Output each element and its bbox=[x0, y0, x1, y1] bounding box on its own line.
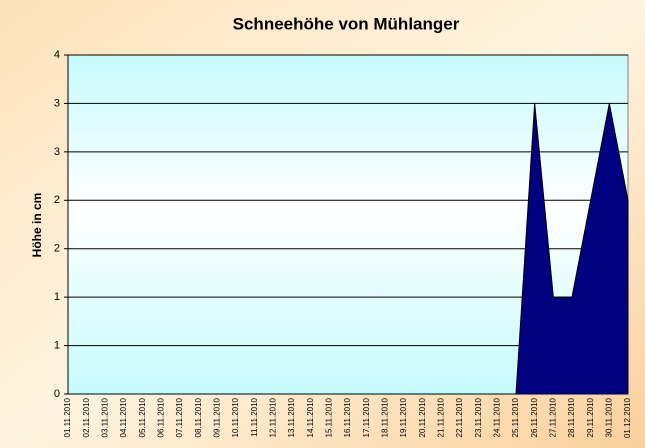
chart-layer: 0 1 1 2 2 3 3 4 01.11.2010 02.11.2010 03.11.2010 04… bbox=[54, 49, 632, 438]
chart-title: Schneehöhe von Mühlanger bbox=[233, 14, 460, 33]
y-tick-label: 2 bbox=[54, 194, 60, 206]
x-tick-label: 20.11.2010 bbox=[418, 397, 427, 437]
x-tick-label: 13.11.2010 bbox=[287, 397, 296, 437]
x-tick-label: 16.11.2010 bbox=[343, 397, 352, 437]
y-tick-label: 1 bbox=[54, 339, 60, 351]
y-tick-label: 0 bbox=[54, 388, 60, 400]
x-tick-label: 12.11.2010 bbox=[268, 397, 277, 437]
x-tick-label: 21.11.2010 bbox=[436, 397, 445, 437]
x-tick-label: 06.11.2010 bbox=[156, 397, 165, 437]
x-tick-label: 04.11.2010 bbox=[119, 397, 128, 437]
x-tick-label: 30.11.2010 bbox=[604, 397, 613, 437]
x-tick-label: 22.11.2010 bbox=[455, 397, 464, 437]
x-tick-label: 28.11.2010 bbox=[567, 397, 576, 437]
x-tick-label: 25.11.2010 bbox=[511, 397, 520, 437]
y-tick-label: 3 bbox=[54, 146, 60, 158]
x-tick-label: 29.11.2010 bbox=[586, 397, 595, 437]
x-tick-label: 18.11.2010 bbox=[380, 397, 389, 437]
x-tick-label: 24.11.2010 bbox=[492, 397, 501, 437]
y-tick-label: 4 bbox=[54, 49, 60, 61]
x-tick-label: 03.11.2010 bbox=[100, 397, 109, 437]
x-tick-label: 08.11.2010 bbox=[194, 397, 203, 437]
x-tick-label: 01.12.2010 bbox=[623, 397, 632, 438]
x-tick-label: 10.11.2010 bbox=[231, 397, 240, 437]
x-tick-label: 05.11.2010 bbox=[138, 397, 147, 437]
x-tick-label: 09.11.2010 bbox=[212, 397, 221, 437]
x-tick-label: 23.11.2010 bbox=[474, 397, 483, 437]
x-tick-label: 26.11.2010 bbox=[530, 397, 539, 437]
x-tick-label: 19.11.2010 bbox=[399, 397, 408, 437]
x-tick-label: 01.11.2010 bbox=[63, 397, 72, 437]
y-tick-label: 3 bbox=[54, 97, 60, 109]
x-tick-label: 15.11.2010 bbox=[324, 397, 333, 437]
x-tick-label: 11.11.2010 bbox=[250, 397, 259, 436]
x-tick-label: 17.11.2010 bbox=[362, 397, 371, 437]
x-tick-label: 27.11.2010 bbox=[548, 397, 557, 437]
x-tick-label: 07.11.2010 bbox=[175, 397, 184, 437]
y-axis-label: Höhe in cm bbox=[30, 193, 44, 258]
y-tick-label: 1 bbox=[54, 291, 60, 303]
x-tick-label: 14.11.2010 bbox=[306, 397, 315, 437]
x-tick-label: 02.11.2010 bbox=[82, 397, 91, 437]
y-tick-label: 2 bbox=[54, 243, 60, 255]
